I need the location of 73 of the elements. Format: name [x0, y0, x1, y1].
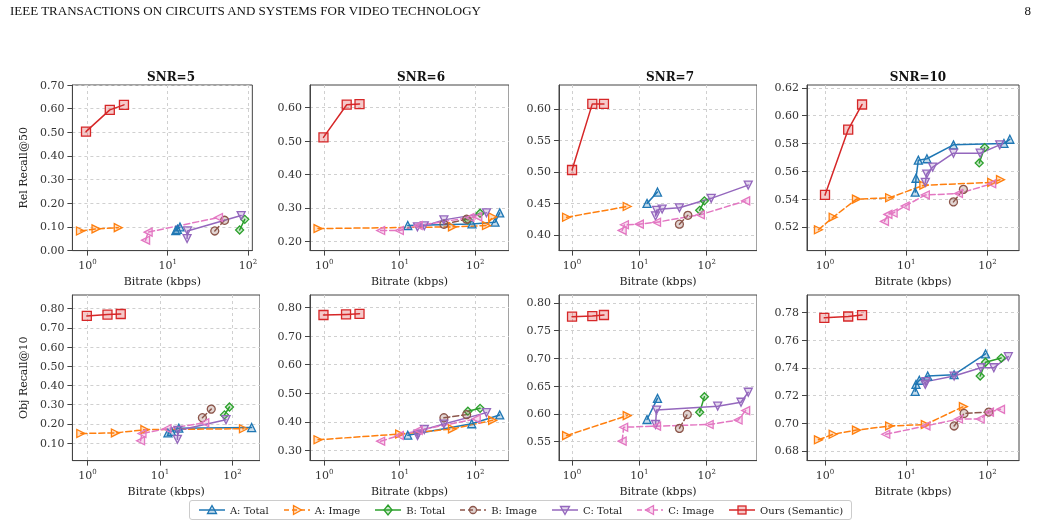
- legend-label: A: Image: [314, 504, 361, 516]
- y-tick-label: 0.70: [526, 351, 551, 365]
- y-tick-label: 0.56: [774, 164, 799, 178]
- y-tick-label: 0.50: [526, 165, 551, 179]
- y-tick-label: 0.50: [39, 359, 65, 373]
- y-tick-label: 0.30: [39, 398, 65, 412]
- y-tick-label: 0.75: [526, 324, 551, 338]
- x-axis-title: Bitrate (kbps): [874, 275, 952, 288]
- y-tick-label: 0.40: [39, 378, 65, 392]
- y-tick-label: 0.20: [39, 196, 65, 210]
- y-tick-label: 0.40: [277, 415, 302, 429]
- y-tick-label: 0.30: [277, 201, 302, 215]
- y-tick-label: 0.60: [39, 340, 65, 354]
- legend-label: Ours (Semantic): [760, 504, 844, 516]
- chart-title: SNR=10: [889, 70, 947, 84]
- y-tick-label: 0.60: [39, 102, 65, 116]
- y-tick-label: 0.80: [526, 296, 551, 310]
- y-tick-label: 0.65: [526, 379, 551, 393]
- y-tick-label: 0.60: [526, 407, 551, 421]
- y-tick-label: 0.70: [774, 416, 799, 430]
- y-tick-label: 0.70: [39, 78, 65, 92]
- y-tick-label: 0.10: [39, 220, 65, 234]
- legend-label: C: Total: [582, 504, 623, 516]
- y-tick-label: 0.10: [39, 436, 65, 450]
- y-tick-label: 0.30: [39, 173, 65, 187]
- x-axis-title: Bitrate (kbps): [370, 275, 449, 288]
- y-tick-label: 0.50: [39, 125, 65, 139]
- y-axis-title: Rel Recall@50: [17, 127, 30, 209]
- x-axis-title: Bitrate (kbps): [619, 485, 697, 498]
- y-tick-label: 0.58: [774, 136, 799, 150]
- y-tick-label: 0.52: [774, 220, 799, 234]
- legend-label: A: Total: [229, 504, 269, 516]
- y-tick-label: 0.76: [774, 333, 799, 347]
- chart-title: SNR=7: [645, 70, 695, 84]
- y-tick-label: 0.70: [39, 321, 65, 335]
- x-axis-title: Bitrate (kbps): [127, 485, 205, 498]
- y-tick-label: 0.50: [277, 386, 302, 400]
- x-axis-title: Bitrate (kbps): [123, 275, 201, 288]
- y-tick-label: 0.80: [39, 302, 65, 316]
- legend-label: B: Image: [491, 504, 537, 516]
- y-tick-label: 0.40: [526, 228, 551, 242]
- y-tick-label: 0.68: [774, 444, 799, 458]
- y-tick-label: 0.55: [526, 435, 551, 449]
- chart-title: SNR=6: [396, 70, 446, 84]
- y-tick-label: 0.40: [39, 149, 65, 163]
- text: IEEE TRANSACTIONS ON CIRCUITS AND SYSTEMS FOR VIDEO TECHNOLOGY: [10, 3, 481, 19]
- y-tick-label: 0.80: [277, 301, 302, 315]
- x-axis-title: Bitrate (kbps): [370, 485, 449, 498]
- y-axis-title: Obj Recall@10: [17, 336, 30, 420]
- text: 8: [1024, 3, 1031, 19]
- y-tick-label: 0.45: [526, 196, 551, 210]
- y-tick-label: 0.78: [774, 305, 799, 319]
- y-tick-label: 0.60: [526, 102, 551, 116]
- x-axis-title: Bitrate (kbps): [619, 275, 697, 288]
- y-tick-label: 0.72: [774, 388, 799, 402]
- legend-label: C: Image: [668, 504, 715, 516]
- x-axis-title: Bitrate (kbps): [874, 485, 952, 498]
- y-tick-label: 0.00: [39, 244, 65, 258]
- legend-label: B: Total: [406, 504, 446, 516]
- y-tick-label: 0.54: [774, 192, 799, 206]
- y-tick-label: 0.60: [277, 358, 302, 372]
- y-tick-label: 0.62: [774, 81, 799, 95]
- y-tick-label: 0.70: [277, 329, 302, 343]
- y-tick-label: 0.74: [774, 361, 799, 375]
- y-tick-label: 0.20: [277, 234, 302, 248]
- y-tick-label: 0.60: [774, 109, 799, 123]
- y-tick-label: 0.40: [277, 167, 302, 181]
- y-tick-label: 0.55: [526, 133, 551, 147]
- y-tick-label: 0.30: [277, 443, 302, 457]
- chart-title: SNR=5: [146, 70, 196, 84]
- y-tick-label: 0.20: [39, 417, 65, 431]
- y-tick-label: 0.60: [277, 101, 302, 115]
- y-tick-label: 0.50: [277, 134, 302, 148]
